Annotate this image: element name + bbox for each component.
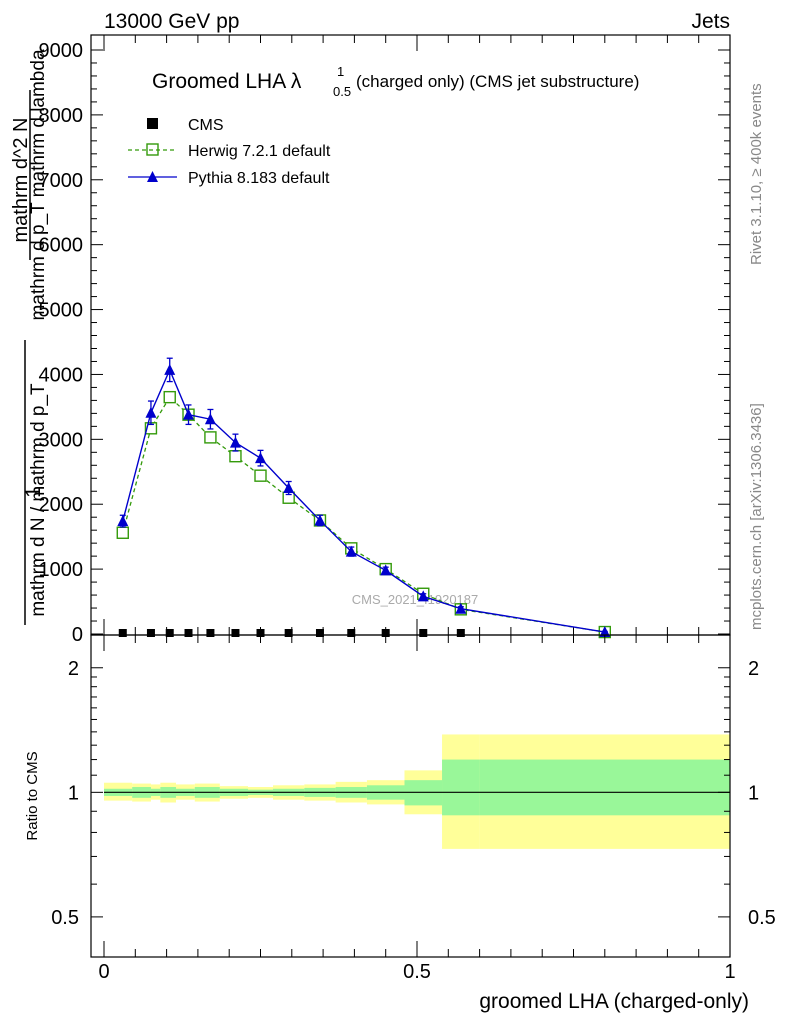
main-y-tick-label: 4000: [39, 364, 84, 386]
main-y-tick-label: 1000: [39, 559, 84, 581]
ylabel-dpt-dlambda: mathrm d p_T mathrm d lambda: [28, 49, 49, 320]
herwig-point: [229, 450, 242, 463]
pythia-point: [455, 602, 467, 614]
cms-point: [381, 629, 390, 637]
herwig-point: [204, 431, 217, 444]
ratio-bands: [104, 734, 730, 849]
main-panel: 0 1000 2000 3000 4000 5000 6000 7000 8000 9000 1 …: [10, 34, 731, 646]
series-layer: [116, 357, 611, 639]
pythia-point: [204, 413, 216, 425]
cms-point: [231, 629, 240, 637]
pythia-point: [145, 406, 157, 418]
ylabel-numerator-one: 1: [22, 486, 45, 498]
main-y-tick-label: 5000: [39, 300, 84, 322]
title-sup: 1: [337, 64, 344, 79]
cms-point: [284, 629, 293, 637]
cms-point: [165, 629, 174, 637]
legend: CMS Herwig 7.2.1 default Pythia 8.183 de…: [128, 117, 331, 187]
main-y-axis-label: 1 mathrm d N / mathrm d p_T mathrm d^2 N…: [10, 49, 49, 625]
pythia-point: [345, 545, 357, 557]
ylabel-d2n: mathrm d^2 N: [10, 118, 32, 243]
main-y-axis: 0 1000 2000 3000 4000 5000 6000 7000 8000 9000: [39, 40, 730, 646]
process-label: 13000 GeV pp: [104, 10, 239, 33]
ratio-y-tick-label: 0.5: [51, 907, 79, 929]
main-y-tick-label: 2000: [39, 494, 84, 516]
pythia-point: [283, 482, 295, 493]
ratio-panel: 0.5 0.51 12 2 0 0.5 1 Ratio to CMS groomed LH…: [24, 634, 776, 1013]
main-plot-frame: [90, 34, 731, 636]
ratio-plot-frame: [90, 634, 731, 958]
main-y-tick-label: 6000: [39, 235, 84, 257]
legend-cms-label: CMS: [188, 117, 224, 134]
herwig-point: [254, 469, 267, 482]
legend-cms-marker: [147, 118, 158, 129]
pythia-line: [122, 368, 605, 633]
pythia-point: [599, 626, 611, 638]
main-y-tick-label: 3000: [39, 429, 84, 451]
pythia-point: [117, 515, 129, 527]
cms-point: [206, 629, 215, 637]
cms-point: [347, 629, 356, 637]
pythia-point: [183, 408, 195, 420]
ratio-y-axis-label: Ratio to CMS: [24, 751, 41, 840]
ratio-x-tick-label: 0: [98, 961, 109, 983]
ratio-y-tick-label-right: 1: [748, 782, 759, 804]
ratio-y-tick-label: 2: [68, 658, 79, 680]
cms-point: [315, 629, 324, 637]
mcplots-label: mcplots.cern.ch [arXiv:1306.3436]: [748, 403, 765, 630]
title-main: Groomed LHA λ: [152, 70, 302, 93]
ratio-inner-band: [442, 759, 480, 816]
ylabel-denominator: mathrm d N / mathrm d p_T: [28, 383, 49, 617]
plot-title: Groomed LHA λ 1 0.5 (charged only) (CMS …: [152, 64, 639, 99]
ratio-x-tick-label: 1: [724, 961, 735, 983]
pythia-point: [255, 452, 266, 464]
cms-point: [184, 629, 193, 637]
cms-point: [419, 629, 428, 637]
cms-point: [146, 629, 155, 637]
ratio-x-tick-label: 0.5: [403, 961, 431, 983]
legend-herwig-label: Herwig 7.2.1 default: [188, 143, 331, 160]
pythia-point: [229, 436, 241, 448]
cms-point: [256, 629, 265, 637]
pythia-point: [164, 363, 176, 375]
x-axis-label: groomed LHA (charged-only): [479, 990, 749, 1013]
herwig-point: [116, 526, 129, 539]
ratio-inner-band: [479, 759, 730, 816]
cms-point: [456, 629, 465, 637]
legend-herwig-marker: [146, 143, 159, 156]
pythia-point: [417, 590, 429, 602]
herwig-point: [163, 390, 176, 404]
ratio-y-axis: 0.5 0.5 1 1 2 2: [51, 658, 776, 929]
title-rest: (charged only) (CMS jet substructure): [356, 72, 639, 91]
legend-pythia-marker: [147, 171, 158, 182]
title-sub: 0.5: [333, 84, 351, 99]
pythia-point: [314, 514, 326, 526]
cms-point: [118, 629, 127, 637]
main-y-tick-label: 9000: [39, 40, 84, 62]
main-y-tick-label: 0: [72, 624, 83, 646]
ratio-y-tick-label: 1: [68, 782, 79, 804]
ratio-x-axis: 0 0.5 1: [98, 635, 736, 983]
category-label: Jets: [691, 10, 730, 33]
ratio-y-tick-label-right: 2: [748, 658, 759, 680]
main-y-tick-label: 8000: [39, 105, 84, 127]
rivet-label: Rivet 3.1.10, ≥ 400k events: [748, 83, 765, 265]
ratio-y-tick-label-right: 0.5: [748, 907, 776, 929]
legend-pythia-label: Pythia 8.183 default: [188, 170, 330, 187]
pythia-point: [380, 564, 392, 576]
main-y-tick-label: 7000: [39, 170, 84, 192]
